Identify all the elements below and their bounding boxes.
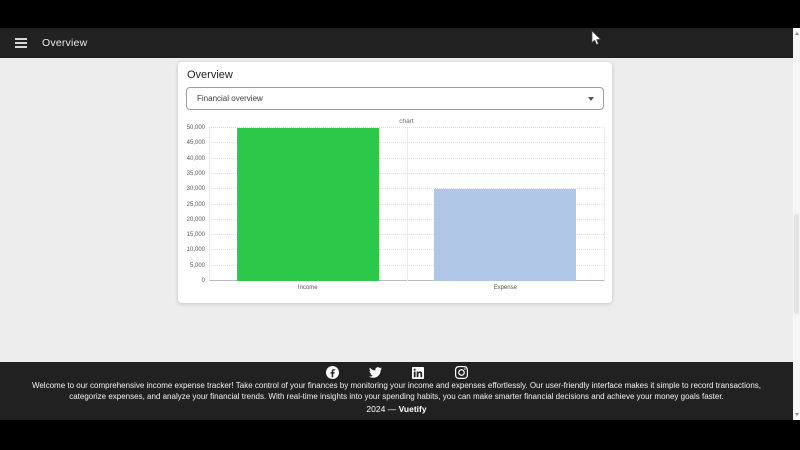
app-bar-title: Overview	[42, 37, 88, 49]
y-tick-label: 35,000	[186, 170, 205, 177]
y-tick-label: 50,000	[186, 125, 205, 131]
vertical-gridline	[406, 128, 408, 281]
x-category-label: Income	[297, 285, 318, 291]
chevron-down-icon	[588, 97, 594, 101]
twitter-icon[interactable]	[368, 366, 382, 379]
scroll-up-arrow-icon[interactable]	[793, 29, 800, 38]
vertical-scrollbar[interactable]	[793, 28, 800, 420]
x-category-label: Expense	[493, 285, 517, 291]
select-value: Financial overview	[197, 94, 263, 103]
app-bar: Overview	[0, 28, 793, 58]
overview-card: Overview Financial overview chart 0 5,000…	[178, 62, 612, 303]
chart-plot: 0 5,000 10,000 15,000 20,000 25,000 30,000 35,0…	[187, 125, 605, 284]
bar-slot	[407, 128, 605, 281]
hamburger-menu-icon[interactable]	[10, 34, 32, 52]
bar-expense[interactable]	[434, 189, 577, 281]
bar-income[interactable]	[236, 128, 379, 281]
brand-name: Vuetify	[398, 404, 427, 414]
financial-overview-select[interactable]: Financial overview	[186, 87, 604, 110]
y-tick-label: 25,000	[186, 201, 205, 208]
y-tick-label: 45,000	[186, 140, 205, 147]
y-tick-label: 5,000	[189, 262, 205, 269]
y-tick-label: 30,000	[186, 186, 205, 193]
scroll-down-arrow-icon[interactable]	[793, 410, 800, 419]
footer-description: Welcome to our comprehensive income expe…	[31, 381, 762, 401]
chart-title: chart	[399, 118, 414, 125]
social-icons-row	[0, 362, 793, 379]
y-tick-label: 10,000	[186, 247, 205, 254]
vertical-gridline	[604, 128, 605, 281]
footer-copyright: 2024 — Vuetify	[0, 404, 793, 414]
scrollbar-thumb[interactable]	[794, 214, 799, 314]
y-tick-label: 15,000	[186, 232, 205, 239]
footer: Welcome to our comprehensive income expe…	[0, 362, 793, 420]
bar-slot	[209, 128, 407, 281]
gridline: 50,000	[187, 125, 604, 131]
y-tick-label: 40,000	[186, 155, 205, 162]
chart-category-labels: Income Expense	[209, 285, 604, 295]
facebook-icon[interactable]	[325, 366, 339, 379]
main-content: Overview Financial overview chart 0 5,000…	[0, 58, 793, 362]
linkedin-icon[interactable]	[412, 366, 425, 379]
card-title: Overview	[187, 69, 233, 81]
y-tick-label: 20,000	[186, 216, 205, 223]
instagram-icon[interactable]	[454, 366, 468, 379]
copyright-year: 2024 —	[366, 404, 397, 414]
y-tick-label: 0	[201, 278, 205, 284]
vertical-gridline	[209, 128, 210, 281]
